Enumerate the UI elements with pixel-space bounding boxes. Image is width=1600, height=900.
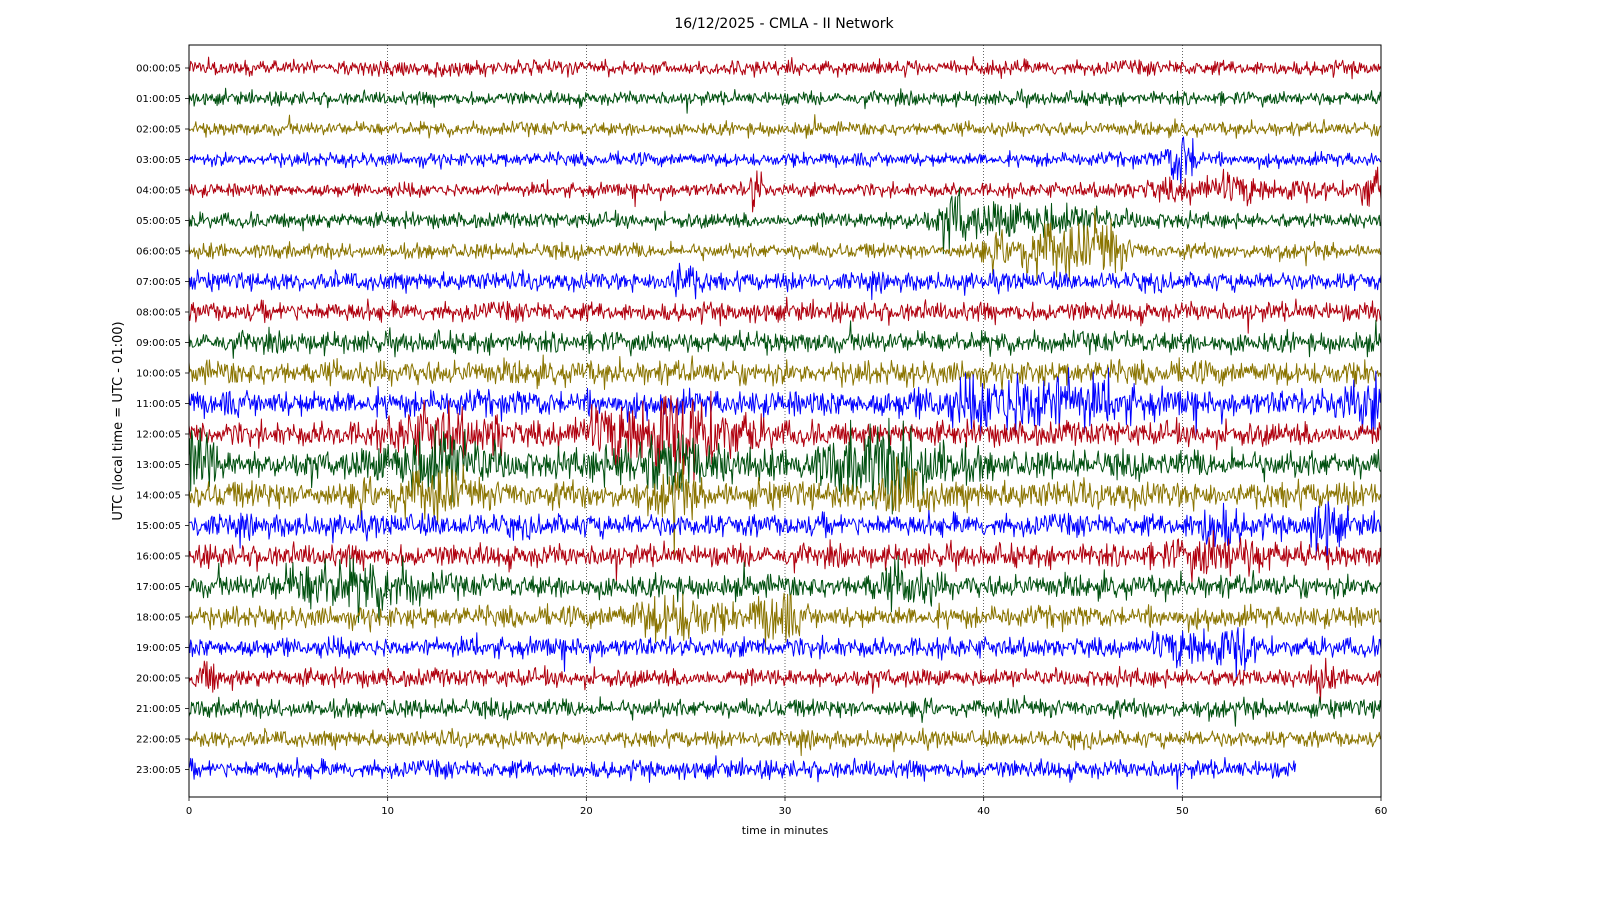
trace-07-00-05 xyxy=(188,262,1382,301)
trace-02-00-05 xyxy=(188,114,1382,139)
y-tick-label: 12:00:05 xyxy=(136,430,181,441)
y-tick-label: 03:00:05 xyxy=(136,155,181,166)
x-tick-label: 50 xyxy=(1176,806,1189,817)
chart-title: 16/12/2025 - CMLA - II Network xyxy=(674,16,894,32)
x-tick-label: 40 xyxy=(977,806,990,817)
trace-17-00-05 xyxy=(188,554,1382,623)
trace-01-00-05 xyxy=(188,87,1382,114)
y-tick-label: 04:00:05 xyxy=(136,186,181,197)
y-axis-ticks: 00:00:05 01:00:05 02:00:05 03:00:05 04:00:05… xyxy=(136,64,189,776)
trace-23-00-05 xyxy=(188,755,1297,790)
y-tick-label: 05:00:05 xyxy=(136,216,181,227)
trace-19-00-05 xyxy=(188,627,1382,679)
y-tick-label: 15:00:05 xyxy=(136,521,181,532)
trace-18-00-05 xyxy=(188,592,1382,651)
y-tick-label: 09:00:05 xyxy=(136,338,181,349)
y-tick-label: 08:00:05 xyxy=(136,308,181,319)
trace-21-00-05 xyxy=(188,694,1382,727)
y-tick-label: 00:00:05 xyxy=(136,64,181,75)
x-tick-label: 60 xyxy=(1375,806,1388,817)
y-tick-label: 06:00:05 xyxy=(136,247,181,258)
trace-00-00-05 xyxy=(188,56,1382,80)
trace-20-00-05 xyxy=(188,657,1382,703)
trace-03-00-05 xyxy=(188,136,1382,189)
x-tick-label: 10 xyxy=(381,806,394,817)
y-tick-label: 13:00:05 xyxy=(136,460,181,471)
trace-12-00-05 xyxy=(188,390,1382,494)
y-tick-label: 02:00:05 xyxy=(136,125,181,136)
trace-08-00-05 xyxy=(188,296,1382,334)
y-tick-label: 22:00:05 xyxy=(136,735,181,746)
trace-10-00-05 xyxy=(188,354,1382,391)
x-tick-label: 30 xyxy=(779,806,792,817)
seismic-traces xyxy=(188,56,1382,790)
trace-22-00-05 xyxy=(188,727,1382,757)
trace-05-00-05 xyxy=(188,187,1382,255)
trace-04-00-05 xyxy=(188,166,1382,213)
y-tick-label: 18:00:05 xyxy=(136,613,181,624)
y-tick-label: 14:00:05 xyxy=(136,491,181,502)
trace-13-00-05 xyxy=(188,417,1382,515)
trace-16-00-05 xyxy=(188,530,1382,583)
trace-15-00-05 xyxy=(188,501,1382,559)
y-tick-label: 23:00:05 xyxy=(136,765,181,776)
y-tick-label: 20:00:05 xyxy=(136,674,181,685)
trace-14-00-05 xyxy=(188,456,1382,558)
y-tick-label: 17:00:05 xyxy=(136,582,181,593)
x-axis-label: time in minutes xyxy=(742,824,829,837)
y-axis-label: UTC (local time = UTC - 01:00) xyxy=(111,321,126,520)
y-tick-label: 21:00:05 xyxy=(136,704,181,715)
trace-11-00-05 xyxy=(188,367,1382,437)
trace-09-00-05 xyxy=(188,319,1382,359)
y-tick-label: 16:00:05 xyxy=(136,552,181,563)
trace-06-00-05 xyxy=(188,208,1382,282)
y-tick-label: 01:00:05 xyxy=(136,94,181,105)
y-tick-label: 11:00:05 xyxy=(136,399,181,410)
y-tick-label: 19:00:05 xyxy=(136,643,181,654)
x-axis-ticks: 0 10 20 30 40 50 60 xyxy=(186,797,1388,817)
x-tick-label: 0 xyxy=(186,806,192,817)
y-tick-label: 10:00:05 xyxy=(136,369,181,380)
y-tick-label: 07:00:05 xyxy=(136,277,181,288)
x-tick-label: 20 xyxy=(580,806,593,817)
